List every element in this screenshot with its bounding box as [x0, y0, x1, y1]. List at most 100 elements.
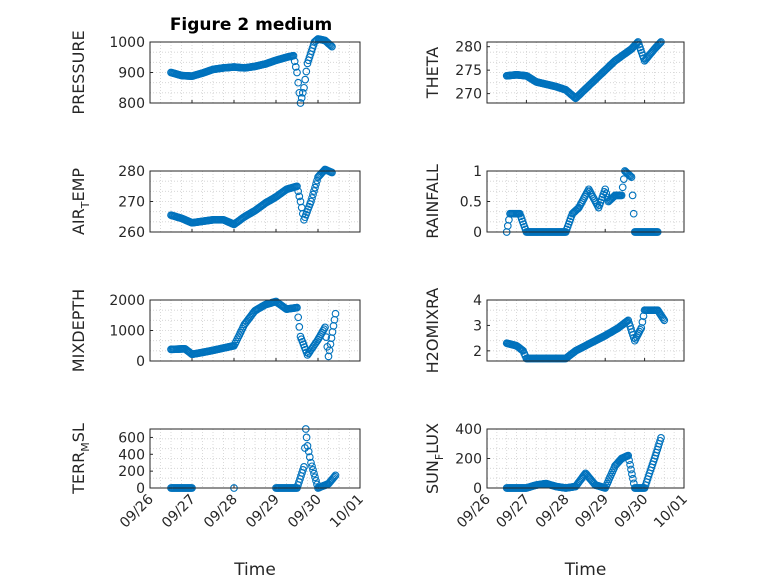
y-tick-label: 900	[118, 66, 145, 82]
y-axis-label: AIRTEMP	[69, 168, 92, 235]
y-tick-label: 2	[473, 344, 482, 360]
data-series	[502, 38, 665, 103]
data-point	[294, 187, 303, 196]
x-axis-label: Time	[233, 560, 276, 580]
data-point	[328, 168, 336, 177]
data-point	[302, 433, 311, 442]
data-point	[309, 466, 317, 474]
y-axis-label-main: TERR	[69, 452, 88, 495]
y-tick-label: 200	[455, 452, 482, 468]
data-point	[627, 173, 636, 181]
data-point	[295, 323, 304, 331]
data-point	[628, 470, 636, 478]
axes-box	[149, 299, 361, 362]
axes-box	[149, 41, 361, 104]
y-axis-label-subscript: M	[79, 442, 92, 452]
data-point	[602, 189, 611, 198]
y-axis-label-subscript: T	[79, 201, 92, 209]
y-tick-label: 2000	[109, 293, 145, 309]
y-tick-label: 600	[118, 430, 145, 446]
data-point	[618, 183, 627, 192]
x-axis-label: Time	[564, 560, 607, 580]
data-point	[310, 469, 318, 478]
data-point	[300, 83, 308, 92]
data-point	[321, 323, 329, 332]
data-point	[659, 315, 668, 323]
data-point	[627, 465, 635, 474]
y-tick-label: 270	[118, 195, 145, 211]
axes-box	[486, 170, 685, 233]
data-point	[601, 185, 610, 194]
data-point	[289, 51, 298, 60]
data-point	[328, 42, 336, 51]
y-tick-label: 4	[473, 293, 482, 309]
subplot-air-temp: 260 270 280 AIRTEMP	[69, 164, 361, 241]
data-point	[311, 183, 319, 192]
data-point	[322, 333, 331, 341]
y-tick-label: 800	[118, 96, 145, 112]
y-tick-label: 280	[455, 40, 482, 56]
data-point	[293, 182, 301, 191]
axes-box	[486, 428, 685, 489]
data-point	[329, 473, 338, 482]
data-point	[629, 209, 638, 218]
data-point	[629, 474, 637, 483]
data-series	[502, 306, 669, 363]
data-point	[297, 94, 306, 102]
data-point	[295, 192, 304, 201]
data-point	[331, 471, 340, 480]
y-tick-label: 260	[118, 225, 145, 241]
figure-title: Figure 2 medium	[170, 15, 332, 35]
subplot-h2omixra: 2 3 4 H2OMIXRA	[423, 288, 685, 374]
y-axis-label-main: SUN	[423, 460, 442, 494]
y-axis-label-main: AIR	[69, 208, 88, 235]
axes-box	[149, 428, 361, 489]
y-axis-label: TERRMSL	[69, 423, 92, 495]
data-series	[502, 434, 665, 492]
data-point	[638, 318, 647, 326]
data-point	[619, 175, 628, 183]
data-point	[330, 472, 339, 481]
grid	[149, 171, 361, 232]
data-point	[310, 187, 318, 195]
data-point	[293, 68, 301, 77]
y-axis-label: RAINFALL	[423, 164, 442, 239]
data-point	[294, 78, 303, 87]
y-tick-label: 0.5	[460, 195, 482, 211]
y-axis-label-subscript: F	[433, 454, 446, 460]
data-point	[331, 309, 340, 318]
data-point	[626, 172, 635, 181]
data-point	[300, 463, 308, 471]
subplot-theta: 270 275 280 THETA	[423, 38, 685, 104]
data-point	[291, 63, 300, 71]
y-axis-label: H2OMIXRA	[423, 288, 442, 374]
data-point	[625, 456, 633, 465]
data-point	[655, 40, 663, 48]
data-point	[290, 57, 299, 66]
data-series	[167, 35, 336, 107]
y-axis-label-rest: SL	[69, 423, 88, 442]
axes-box	[149, 170, 361, 233]
y-tick-label: 400	[455, 422, 482, 438]
y-tick-label: 1000	[109, 324, 145, 340]
data-point	[307, 197, 315, 206]
data-point	[311, 473, 319, 482]
data-point	[660, 316, 669, 325]
data-point	[304, 447, 313, 456]
data-point	[294, 313, 303, 322]
y-axis-label: SUNFLUX	[423, 423, 446, 494]
data-point	[305, 453, 314, 461]
data-point	[308, 462, 316, 471]
axes-box	[486, 299, 685, 362]
data-point	[312, 180, 320, 188]
data-series	[167, 297, 340, 361]
data-point	[628, 191, 637, 200]
y-tick-label: 270	[455, 87, 482, 103]
data-point	[625, 171, 634, 180]
y-tick-label: 0	[136, 481, 145, 497]
y-axis-label-rest: EMP	[69, 168, 88, 202]
data-point	[307, 458, 315, 467]
y-axis-label: PRESSURE	[69, 30, 88, 114]
y-tick-label: 0	[136, 354, 145, 370]
y-tick-label: 0	[473, 225, 482, 241]
